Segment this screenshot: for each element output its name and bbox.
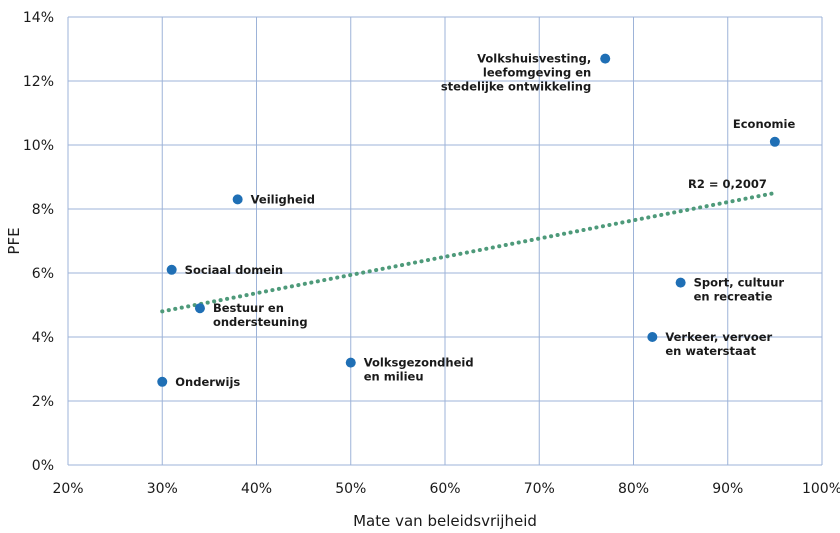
data-point xyxy=(600,53,611,64)
data-point-label: Veiligheid xyxy=(251,192,315,206)
trendline-group: R2 = 0,2007 xyxy=(160,177,777,314)
data-point-label-line: en milieu xyxy=(364,370,424,384)
data-point-label-line: Verkeer, vervoer xyxy=(665,330,772,344)
x-axis-title: Mate van beleidsvrijheid xyxy=(353,512,537,530)
y-axis-title: PFE xyxy=(5,227,23,254)
data-point-label: Volksgezondheid en milieu xyxy=(364,356,474,384)
data-point-label-line: stedelijke ontwikkeling xyxy=(441,80,591,94)
data-point-label: Sport, cultuur en recreatie xyxy=(694,276,785,304)
y-tick-label: 14% xyxy=(23,10,54,26)
data-point-label: Volkshuisvesting, leefomgeving en stedelij… xyxy=(441,52,591,94)
trendline xyxy=(160,191,777,314)
x-tick-label: 100% xyxy=(802,481,840,497)
tick-labels: 20% 30% 40% 50% 60% 70% 80% 90% 100% 0% 2% 4% 6% 8% 10… xyxy=(23,10,840,497)
x-tick-label: 80% xyxy=(618,481,649,497)
data-point-label-line: ondersteuning xyxy=(213,315,308,329)
x-tick-label: 90% xyxy=(712,481,743,497)
r-squared-label: R2 = 0,2007 xyxy=(688,177,767,191)
data-point-label-line: en recreatie xyxy=(694,290,773,304)
data-point xyxy=(675,277,686,288)
y-tick-label: 6% xyxy=(32,266,54,282)
data-point-label: Onderwijs xyxy=(175,375,240,389)
y-tick-label: 2% xyxy=(32,394,54,410)
data-point-label-line: Volkshuisvesting, xyxy=(477,52,591,66)
data-point-label-line: Sport, cultuur xyxy=(694,276,785,290)
data-point-label-line: Veiligheid xyxy=(251,192,315,206)
y-tick-label: 4% xyxy=(32,330,54,346)
grid xyxy=(67,16,823,466)
data-point xyxy=(157,376,168,387)
data-point-label-line: en waterstaat xyxy=(665,344,756,358)
y-tick-label: 10% xyxy=(23,138,54,154)
x-tick-label: 30% xyxy=(147,481,178,497)
data-point-label-line: leefomgeving en xyxy=(483,66,591,80)
x-tick-label: 60% xyxy=(429,481,460,497)
y-tick-label: 0% xyxy=(32,458,54,474)
y-tick-label: 12% xyxy=(23,74,54,90)
x-tick-label: 40% xyxy=(241,481,272,497)
data-point xyxy=(769,136,780,147)
data-point xyxy=(194,303,205,314)
data-point-label-line: Sociaal domein xyxy=(185,263,283,277)
x-tick-label: 70% xyxy=(524,481,555,497)
data-point-label-line: Economie xyxy=(733,117,796,131)
data-points: Onderwijs Sociaal domein Bestuur en onderst… xyxy=(157,52,795,389)
data-point-label-line: Bestuur en xyxy=(213,301,284,315)
data-point-label: Verkeer, vervoer en waterstaat xyxy=(665,330,772,358)
x-tick-label: 50% xyxy=(335,481,366,497)
x-tick-label: 20% xyxy=(52,481,83,497)
data-point xyxy=(345,357,356,368)
data-point-label: Bestuur en ondersteuning xyxy=(213,301,308,329)
y-tick-label: 8% xyxy=(32,202,54,218)
data-point xyxy=(166,264,177,275)
data-point-label: Economie xyxy=(733,117,796,131)
data-point xyxy=(647,332,658,342)
data-point xyxy=(232,194,243,205)
data-point-label-line: Onderwijs xyxy=(175,375,240,389)
data-point-label-line: Volksgezondheid xyxy=(364,356,474,370)
data-point-label: Sociaal domein xyxy=(185,263,283,277)
